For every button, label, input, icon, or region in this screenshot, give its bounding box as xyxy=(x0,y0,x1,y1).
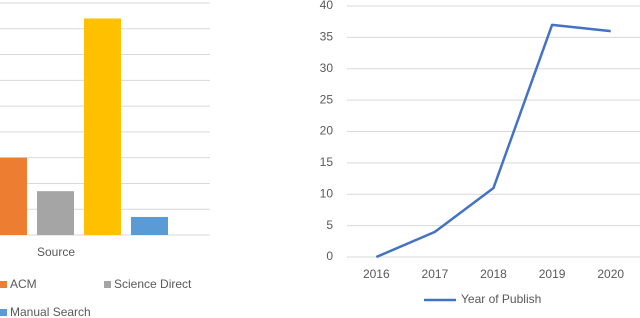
x-tick-label: Source xyxy=(37,245,75,259)
bar xyxy=(131,216,168,235)
bar xyxy=(37,191,74,235)
bar xyxy=(84,18,121,235)
y-tick-label: 30 xyxy=(320,61,334,75)
y-tick-label: 25 xyxy=(320,92,334,106)
y-tick-label: 0 xyxy=(326,249,333,263)
y-tick-label: 10 xyxy=(320,186,334,200)
legend-label: ACM xyxy=(10,277,37,291)
legend-swatch xyxy=(0,281,7,288)
x-tick-label: 2016 xyxy=(363,267,390,281)
y-tick-label: 20 xyxy=(320,124,334,138)
legend-label: Year of Publish xyxy=(461,292,541,306)
y-tick-label: 5 xyxy=(326,218,333,232)
y-tick-label: 35 xyxy=(320,30,334,44)
x-tick-label: 2020 xyxy=(597,267,624,281)
legend-label: Science Direct xyxy=(114,277,192,291)
x-tick-label: 2017 xyxy=(422,267,449,281)
line-series xyxy=(375,23,611,259)
legend-swatch xyxy=(0,309,7,316)
y-tick-label: 15 xyxy=(320,155,334,169)
legend-label: Manual Search xyxy=(10,305,91,318)
x-tick-label: 2019 xyxy=(539,267,566,281)
x-tick-label: 2018 xyxy=(480,267,507,281)
y-tick-label: 40 xyxy=(320,0,334,12)
legend-swatch xyxy=(104,281,111,288)
bar xyxy=(0,157,27,235)
